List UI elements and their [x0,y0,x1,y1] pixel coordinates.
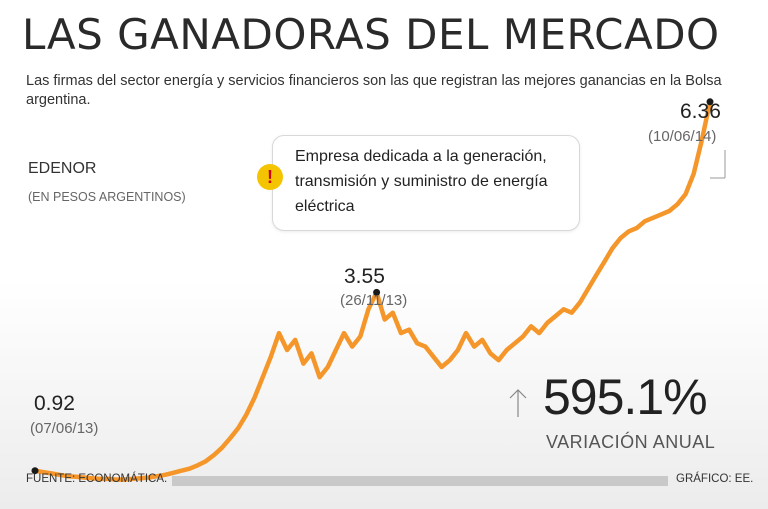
start-marker [31,467,39,475]
start-value-label: 0.92 [34,392,75,415]
company-info-callout: ! Empresa dedicada a la generación, tran… [257,135,580,231]
chart-subtitle: Las firmas del sector energía y servicio… [26,73,722,108]
start-date-label: (07/06/13) [30,420,99,437]
end-value-label: 6.36 [680,100,721,123]
end-date-label: (10/06/14) [648,128,717,145]
footer-bar [172,476,668,486]
up-arrow-icon [509,389,527,417]
exclamation-icon: ! [257,164,283,190]
mid-value-label: 3.55 [344,265,385,288]
credit-label: GRÁFICO: EE. [676,473,754,485]
variation-value: 595.1% [543,369,708,425]
variation-label: VARIACIÓN ANUAL [546,432,716,452]
chart-title: LAS GANADORAS DEL MERCADO [22,10,720,59]
callout-text: Empresa dedicada a la generación, transm… [295,148,548,215]
end-marker [706,98,714,106]
unit-label: (EN PESOS ARGENTINOS) [28,190,186,204]
price-line [32,99,713,482]
mid-marker [373,288,381,296]
source-label: FUENTE: ECONOMÁTICA. [26,473,168,485]
company-name: EDENOR [28,160,97,177]
mid-date-label: (26/11/13) [340,292,408,309]
